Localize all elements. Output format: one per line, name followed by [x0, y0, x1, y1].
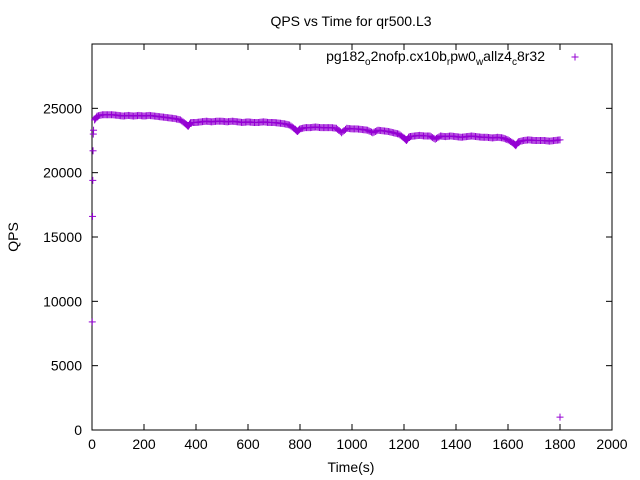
data-point	[556, 136, 564, 144]
legend-plus-marker	[571, 53, 579, 61]
x-tick-label: 0	[88, 436, 96, 452]
legend-text-part: pw0	[450, 48, 476, 64]
y-tick-label: 0	[74, 422, 82, 438]
x-axis-title: Time(s)	[328, 459, 375, 475]
data-point	[89, 176, 97, 184]
legend-subscript: c	[512, 57, 517, 68]
legend-text-part: 2nofp.cx10b	[371, 48, 447, 64]
legend-subscript: w	[475, 57, 484, 68]
x-tick-label: 1000	[336, 436, 367, 452]
legend-series-label: pg182o2nofp.cx10brpw0wallz4c8r32	[326, 48, 545, 68]
x-tick-label: 1600	[492, 436, 523, 452]
legend-subscript: r	[447, 57, 451, 68]
y-axis-title: QPS	[5, 222, 21, 252]
chart-title: QPS vs Time for qr500.L3	[270, 13, 431, 29]
legend: pg182o2nofp.cx10brpw0wallz4c8r32	[326, 48, 579, 68]
x-tick-label: 1200	[388, 436, 419, 452]
legend-text-part: 8r32	[517, 48, 545, 64]
plot-frame	[91, 43, 613, 431]
legend-text-part: allz4	[483, 48, 512, 64]
x-tick-label: 800	[288, 436, 312, 452]
axis-ticks	[91, 44, 613, 431]
y-tick-label: 20000	[43, 165, 82, 181]
data-point	[88, 318, 96, 326]
y-tick-label: 25000	[43, 100, 82, 116]
x-tick-label: 1400	[440, 436, 471, 452]
x-tick-label: 1800	[544, 436, 575, 452]
x-tick-label: 2000	[596, 436, 627, 452]
data-point	[89, 212, 97, 220]
legend-text-part: pg182	[326, 48, 365, 64]
y-tick-label: 10000	[43, 293, 82, 309]
x-tick-label: 400	[184, 436, 208, 452]
data-point	[90, 126, 98, 134]
data-point	[556, 413, 564, 421]
x-tick-label: 600	[236, 436, 260, 452]
legend-subscript: o	[365, 57, 371, 68]
data-point	[89, 147, 97, 155]
data-points	[88, 111, 564, 421]
axis-tick-labels: 0 200 400 600 800 1000 1200 1400 1600 1800 2000050…	[43, 100, 628, 452]
legend-marker	[571, 53, 579, 61]
y-tick-label: 15000	[43, 229, 82, 245]
y-tick-label: 5000	[51, 358, 82, 374]
x-tick-label: 200	[132, 436, 156, 452]
